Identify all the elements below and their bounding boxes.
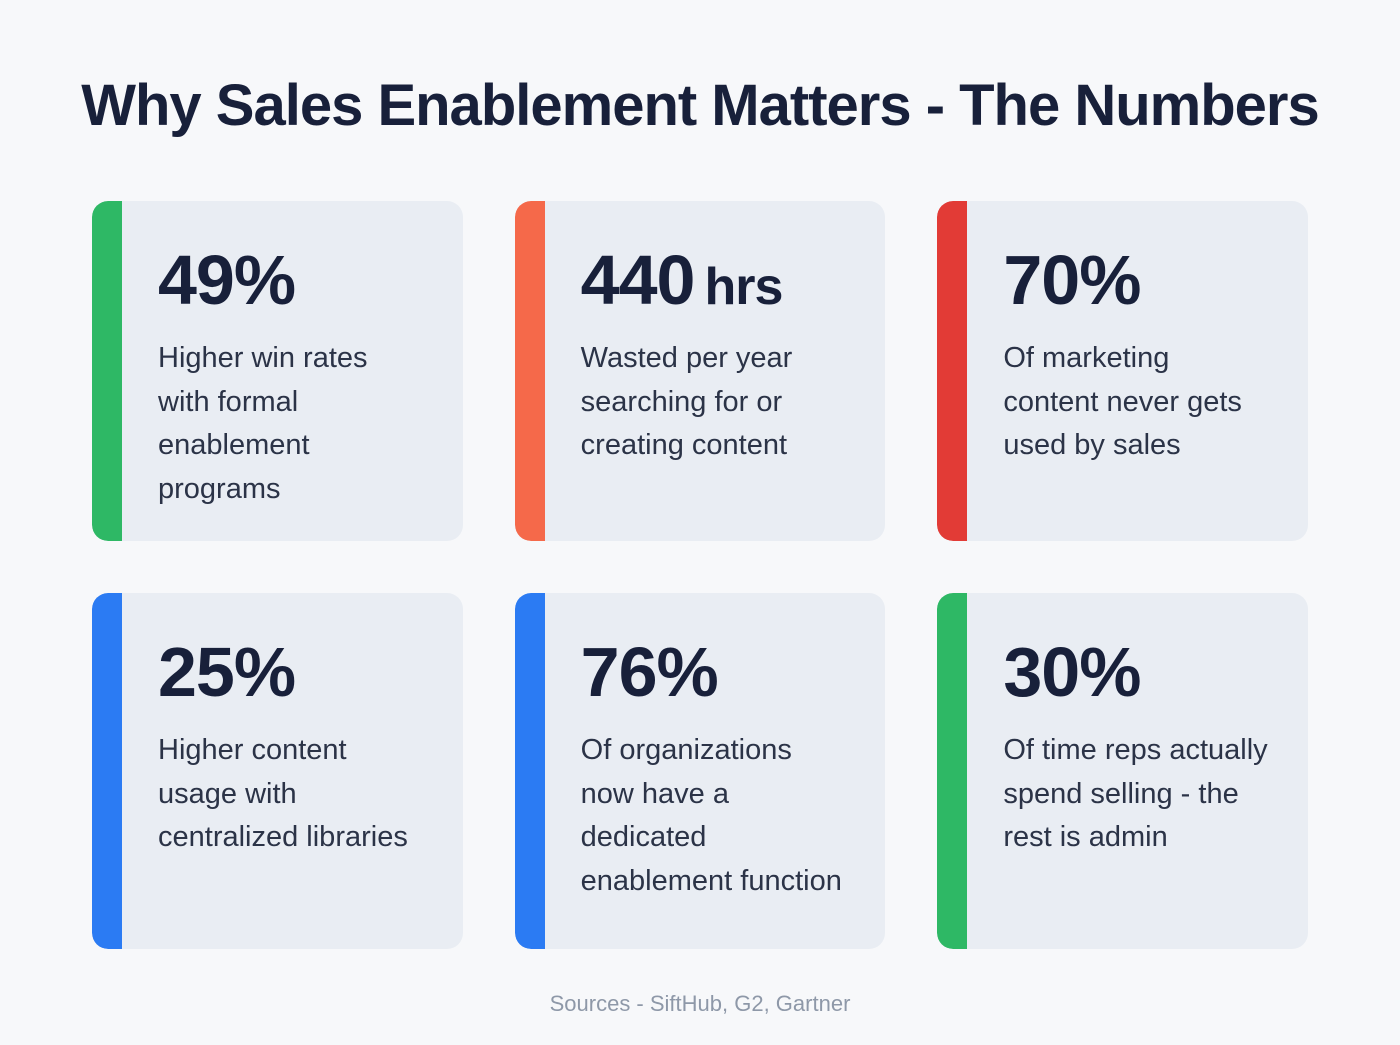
stat-value: 30% xyxy=(1003,637,1272,707)
stat-card-wasted-hours: 440 hrs Wasted per year searching for or … xyxy=(514,201,886,541)
page-title: Why Sales Enablement Matters - The Numbe… xyxy=(81,73,1320,138)
stat-card-selling-time: 30% Of time reps actually spend selling … xyxy=(937,593,1308,949)
stat-card-unused-content: 70% Of marketing content never gets used… xyxy=(937,201,1308,541)
accent-bar xyxy=(92,593,122,949)
stat-description: Higher content usage with centralized li… xyxy=(158,734,408,853)
stat-value: 25% xyxy=(158,637,427,707)
stat-description: Wasted per year searching for or creatin… xyxy=(580,342,793,461)
stat-number: 49% xyxy=(158,241,296,319)
accent-bar xyxy=(937,593,968,949)
stat-value: 76% xyxy=(581,637,850,707)
stat-description: Of marketing content never gets used by … xyxy=(1003,342,1242,461)
accent-bar xyxy=(937,201,968,541)
stat-number: 76% xyxy=(580,633,719,711)
stat-number: 25% xyxy=(158,633,296,711)
stat-value: 49% xyxy=(158,245,427,315)
accent-bar xyxy=(514,593,545,949)
stat-card-enablement-function: 76% Of organizations now have a dedicate… xyxy=(514,593,886,949)
sources-footer: Sources - SiftHub, G2, Gartner xyxy=(549,991,851,1016)
stat-number: 70% xyxy=(1003,241,1141,319)
stat-card-win-rates: 49% Higher win rates with formal enablem… xyxy=(92,201,463,541)
stat-value: 440 hrs xyxy=(581,245,850,315)
stat-card-content-usage: 25% Higher content usage with centralize… xyxy=(92,593,463,949)
stat-number: 440 xyxy=(580,241,696,319)
stat-description: Higher win rates with formal enablement … xyxy=(158,342,368,505)
stat-value: 70% xyxy=(1003,245,1272,315)
stat-card-grid: 49% Higher win rates with formal enablem… xyxy=(92,201,1308,949)
stat-description: Of time reps actually spend selling - th… xyxy=(1003,734,1268,853)
stat-description: Of organizations now have a dedicated en… xyxy=(580,734,842,897)
accent-bar xyxy=(514,201,545,541)
stat-unit: hrs xyxy=(704,258,783,316)
stat-number: 30% xyxy=(1003,633,1141,711)
accent-bar xyxy=(92,201,122,541)
